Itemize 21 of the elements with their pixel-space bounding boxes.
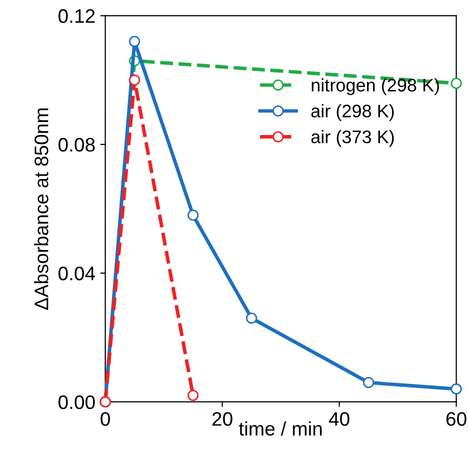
legend-label: air (298 K) xyxy=(311,104,394,121)
x-tick-label: 40 xyxy=(328,412,350,426)
point xyxy=(128,36,140,48)
legend-label: nitrogen (298 K) xyxy=(312,78,439,96)
point xyxy=(128,74,140,86)
y-tick-label: 0.08 xyxy=(58,138,95,152)
point xyxy=(187,210,199,221)
x-tick-label: 0 xyxy=(100,412,110,426)
x-tick-label: 20 xyxy=(212,412,232,426)
y-tick-label: 0.00 xyxy=(58,395,95,410)
x-tick-label: 60 xyxy=(446,412,466,426)
point xyxy=(362,376,374,388)
point xyxy=(187,390,199,401)
point xyxy=(450,78,462,89)
point xyxy=(450,383,462,395)
point xyxy=(246,312,258,324)
y-axis-title: ΔAbsorbance at 850nm xyxy=(34,108,48,310)
x-axis-title: time / min xyxy=(238,421,322,436)
y-tick-label: 0.12 xyxy=(58,9,95,23)
legend-label: air (373 K) xyxy=(311,130,394,147)
y-tick-label: 0.04 xyxy=(58,266,96,280)
